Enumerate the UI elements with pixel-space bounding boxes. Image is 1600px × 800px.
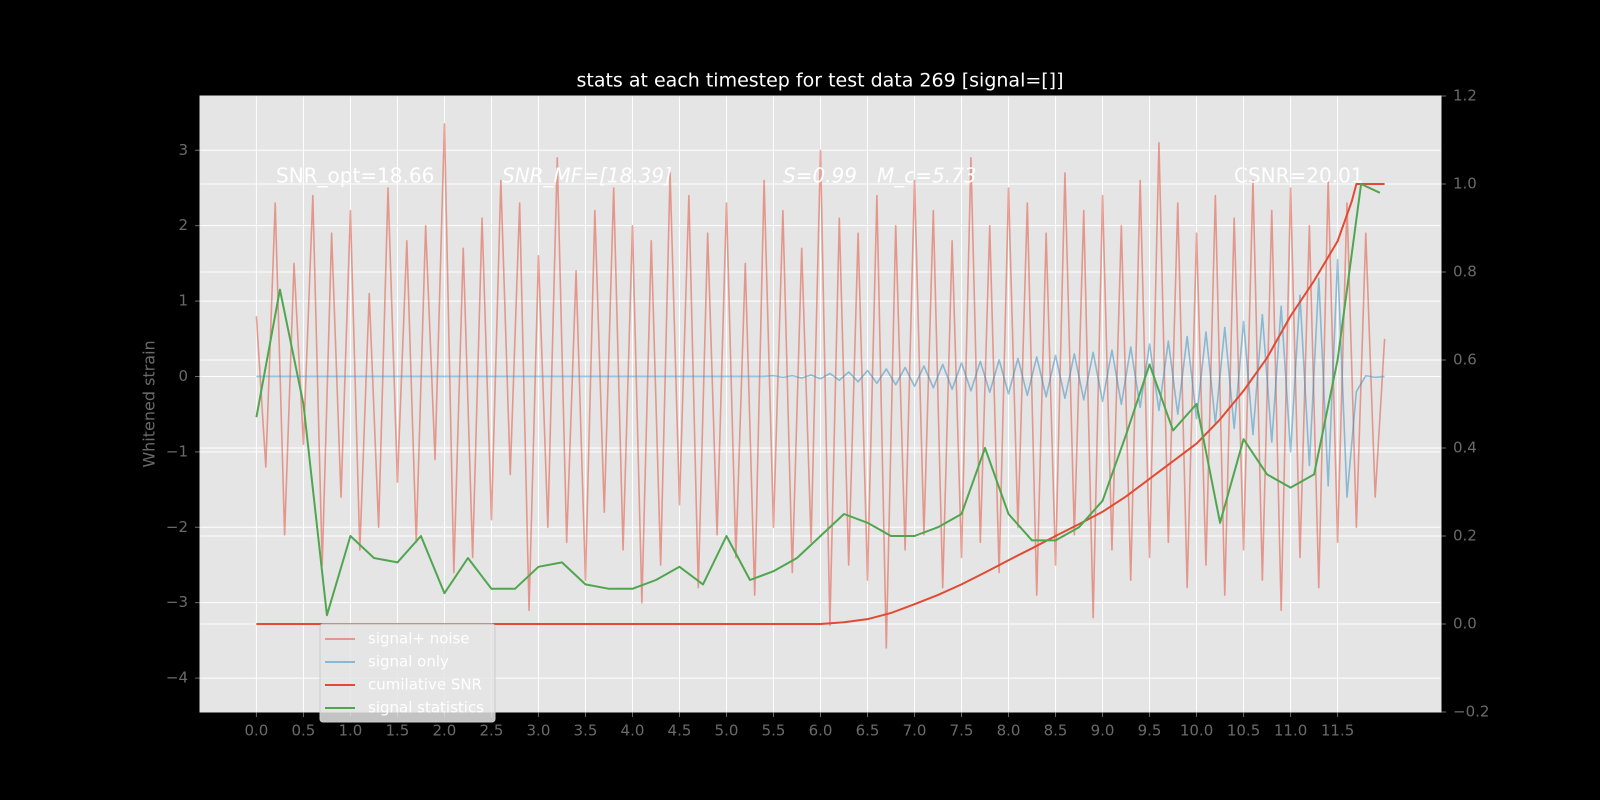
y-tick-label: −1 (166, 442, 188, 460)
y2-tick-label: 0.2 (1453, 527, 1477, 545)
annotation: CSNR=20.01 (1234, 164, 1364, 188)
x-tick-label: 6.0 (809, 722, 833, 740)
x-tick-label: 2.0 (433, 722, 457, 740)
series-line (256, 258, 1385, 498)
x-tick-label: 6.5 (856, 722, 880, 740)
y-tick-label: −4 (166, 669, 188, 687)
x-tick-label: 0.5 (291, 722, 315, 740)
y2-tick-label: 0.6 (1453, 351, 1477, 369)
y-tick-label: −2 (166, 518, 188, 536)
x-tick-label: 0.0 (244, 722, 268, 740)
x-tick-label: 9.0 (1091, 722, 1115, 740)
y2-tick-label: 1.2 (1453, 87, 1477, 105)
y2-tick-label: 0.8 (1453, 263, 1477, 281)
y-tick-label: −3 (166, 593, 188, 611)
series-line (255, 123, 1386, 649)
x-tick-label: 8.0 (997, 722, 1021, 740)
annotation: SNR_opt=18.66 (276, 164, 434, 188)
legend-label: signal only (368, 653, 449, 671)
x-tick-label: 1.0 (338, 722, 362, 740)
x-tick-label: 7.0 (903, 722, 927, 740)
x-tick-label: 5.0 (715, 722, 739, 740)
legend-label: cumilative SNR (368, 676, 482, 694)
x-tick-label: 4.0 (621, 722, 645, 740)
annotation: SNR_MF=[18.39] (502, 164, 672, 188)
series-line (255, 183, 1381, 617)
y-tick-label: 0 (178, 367, 188, 385)
x-tick-label: 2.5 (480, 722, 504, 740)
y2-tick-label: 0.0 (1453, 615, 1477, 633)
x-tick-label: 7.5 (950, 722, 974, 740)
y-axis-label: Whitened strain (140, 340, 159, 467)
y-tick-label: 2 (178, 216, 188, 234)
legend-label: signal+ noise (368, 630, 470, 648)
x-tick-label: 11.0 (1274, 722, 1307, 740)
legend-box (319, 623, 496, 723)
x-tick-label: 1.5 (386, 722, 410, 740)
y2-tick-label: 0.4 (1453, 439, 1477, 457)
x-tick-label: 8.5 (1044, 722, 1068, 740)
y-tick-label: 1 (178, 292, 188, 310)
x-tick-label: 4.5 (668, 722, 692, 740)
y2-tick-label: 1.0 (1453, 175, 1477, 193)
annotation: S=0.99 (783, 164, 857, 188)
series-line (256, 183, 1385, 625)
x-tick-label: 3.0 (527, 722, 551, 740)
x-tick-label: 9.5 (1138, 722, 1162, 740)
legend-label: signal statistics (368, 699, 484, 717)
x-tick-label: 3.5 (574, 722, 598, 740)
y2-tick-label: −0.2 (1453, 703, 1489, 721)
plot-frame (199, 95, 1442, 713)
x-tick-label: 11.5 (1321, 722, 1354, 740)
x-tick-label: 10.5 (1227, 722, 1260, 740)
annotation: M_c=5.73 (877, 164, 977, 188)
chart-title: stats at each timestep for test data 269… (576, 70, 1063, 92)
x-tick-label: 5.5 (762, 722, 786, 740)
x-tick-label: 10.0 (1180, 722, 1213, 740)
y-tick-label: 3 (178, 141, 188, 159)
